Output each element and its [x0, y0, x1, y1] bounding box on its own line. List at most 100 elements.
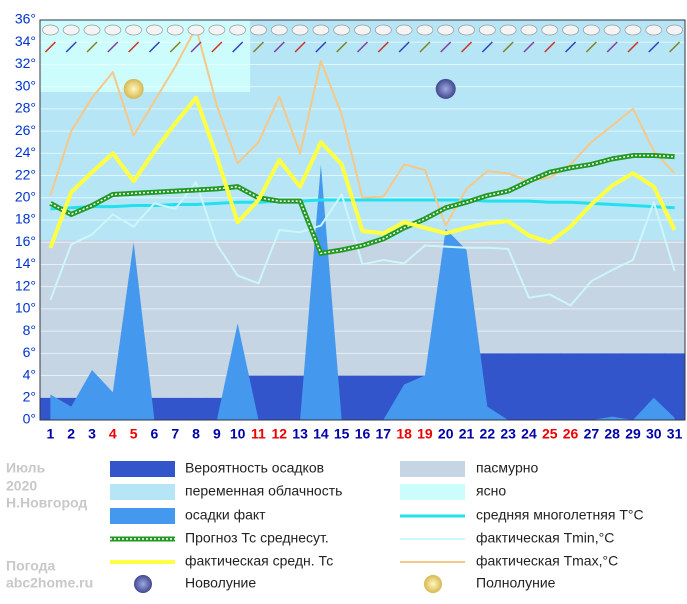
- precip-probability: [185, 397, 207, 420]
- wind-arrow: [273, 41, 285, 53]
- cloud-icon: [333, 24, 351, 36]
- x-tick-label: 27: [584, 426, 600, 442]
- y-tick-label: 20°: [15, 188, 36, 204]
- cloud-icon: [603, 24, 621, 36]
- legend-label: Вероятность осадков: [185, 460, 324, 476]
- x-tick-label: 7: [171, 426, 179, 442]
- wind-arrow: [315, 41, 327, 53]
- site: abc2home.ru: [6, 575, 93, 591]
- wind-arrow: [44, 41, 56, 53]
- y-tick-label: 26°: [15, 122, 36, 138]
- cloud-icon: [270, 24, 288, 36]
- cloud-icon: [62, 24, 80, 36]
- y-tick-label: 34°: [15, 33, 36, 49]
- wind-arrow: [232, 41, 244, 53]
- moon: [435, 78, 456, 99]
- precip-probability: [601, 353, 624, 420]
- legend-label: фактическая средн. Тс: [185, 553, 333, 569]
- wind-arrow: [502, 41, 514, 53]
- cloud-icon: [499, 24, 517, 36]
- wind-arrow: [627, 41, 639, 53]
- legend-swatch: [134, 575, 152, 593]
- wind-arrow: [148, 41, 160, 53]
- precip-probability: [539, 353, 561, 420]
- site-label: Погода: [6, 558, 56, 574]
- legend-label: пасмурно: [476, 460, 539, 476]
- cloud-icon: [208, 24, 226, 36]
- moon: [123, 78, 144, 99]
- cloud-icon: [42, 24, 59, 36]
- x-tick-label: 25: [542, 426, 558, 442]
- x-tick-label: 5: [130, 426, 138, 442]
- wind-arrow: [544, 41, 556, 53]
- cloud-icon: [520, 24, 538, 36]
- legend-label: фактическая Tmax,°C: [476, 553, 618, 569]
- y-tick-label: 22°: [15, 166, 36, 182]
- x-tick-label: 8: [192, 426, 200, 442]
- x-tick-label: 2: [67, 426, 75, 442]
- cloud-icon: [562, 24, 579, 36]
- cloud-icon: [645, 24, 663, 36]
- legend: Вероятность осадков переменная облачность…: [110, 460, 644, 593]
- y-tick-label: 2°: [23, 388, 36, 404]
- x-tick-label: 12: [271, 426, 287, 442]
- plot-frame: [39, 19, 686, 421]
- month: Июль: [6, 460, 46, 476]
- y-tick-label: 12°: [15, 277, 36, 293]
- legend-swatch: [400, 461, 465, 477]
- y-tick-label: 30°: [15, 77, 36, 93]
- precip-probability: [580, 353, 603, 420]
- plot: [40, 19, 686, 421]
- x-tick-label: 24: [521, 426, 537, 442]
- series-line: [49, 181, 676, 307]
- wind-arrow: [211, 41, 223, 53]
- x-tick-label: 29: [625, 426, 641, 442]
- cloud-icon: [583, 24, 600, 36]
- x-tick-label: 6: [151, 426, 159, 442]
- precip-probability: [664, 353, 686, 420]
- wind-arrow: [107, 41, 119, 53]
- cloud-icon: [229, 24, 247, 36]
- x-tick-label: 1: [47, 426, 55, 442]
- cloud-icon: [187, 24, 205, 36]
- cloud-icon: [146, 24, 163, 36]
- y-tick-label: 32°: [15, 55, 36, 71]
- year: 2020: [6, 478, 37, 494]
- y-tick-label: 36°: [15, 11, 36, 27]
- precip-probability: [372, 375, 395, 420]
- y-tick-label: 0°: [23, 411, 36, 427]
- cloud-icon: [416, 24, 434, 36]
- wind-arrow: [669, 41, 681, 53]
- wind-arrow: [606, 41, 618, 53]
- precip-area: [50, 164, 675, 420]
- precip-probability: [560, 353, 582, 420]
- x-tick-label: 19: [417, 426, 433, 442]
- wind-arrow: [65, 41, 77, 53]
- legend-swatch: [400, 484, 465, 500]
- x-tick-label: 17: [376, 426, 392, 442]
- x-tick-label: 21: [459, 426, 475, 442]
- wind-arrow: [294, 41, 306, 53]
- x-tick-label: 30: [646, 426, 662, 442]
- x-tick-label: 13: [292, 426, 308, 442]
- series-line: [50, 198, 675, 211]
- legend-label: осадки факт: [185, 507, 266, 523]
- y-tick-label: 4°: [23, 366, 36, 382]
- series-line: [49, 153, 675, 256]
- wind-arrow: [523, 41, 535, 53]
- wind-arrow: [377, 41, 389, 53]
- precip-probability: [352, 375, 374, 420]
- cloud-icon: [312, 24, 330, 36]
- cloud-icon: [624, 24, 642, 36]
- legend-swatch: [110, 508, 175, 524]
- y-tick-label: 14°: [15, 255, 36, 271]
- legend-label: Новолуние: [185, 575, 256, 591]
- y-tick-label: 28°: [15, 100, 36, 116]
- wind-arrow: [190, 41, 202, 53]
- wind-arrow: [169, 41, 181, 53]
- wind-arrow: [356, 41, 369, 53]
- series-line: [48, 95, 677, 249]
- wind-arrow: [585, 41, 597, 53]
- weather-icons: [42, 24, 683, 53]
- cloud-icon: [395, 24, 413, 36]
